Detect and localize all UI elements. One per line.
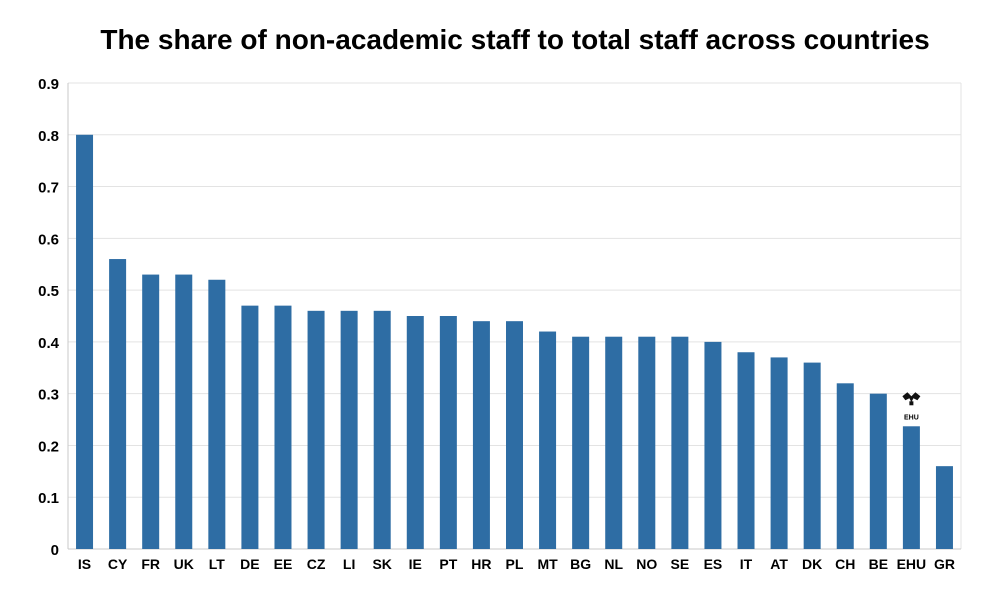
bar-pt [439, 316, 457, 549]
bar-ch [836, 383, 854, 549]
bar-sk [373, 310, 391, 549]
x-tick-label: EHU [897, 556, 927, 572]
y-tick-label: 0.2 [38, 438, 59, 455]
x-tick-label: AT [770, 556, 788, 572]
x-tick-label: EE [274, 556, 293, 572]
y-tick-label: 0.7 [38, 180, 59, 197]
y-tick-label: 0 [51, 542, 59, 559]
x-tick-label: BE [869, 556, 888, 572]
x-tick-label: HR [471, 556, 491, 572]
x-tick-label: ES [704, 556, 723, 572]
y-tick-label: 0.9 [38, 76, 59, 93]
bar-nl [605, 336, 623, 549]
x-tick-label: IS [78, 556, 91, 572]
x-tick-label: LI [343, 556, 355, 572]
x-tick-label: NL [604, 556, 623, 572]
y-tick-label: 0.6 [38, 231, 59, 248]
bar-ee [274, 305, 292, 549]
bar-se [671, 336, 689, 549]
bar-is [76, 134, 94, 549]
ehu-logo-icon [902, 392, 921, 406]
bar-no [638, 336, 656, 549]
y-tick-label: 0.8 [38, 128, 59, 145]
x-tick-label: PL [506, 556, 524, 572]
x-tick-label: SE [671, 556, 690, 572]
bar-cz [307, 310, 325, 549]
bar-gr [935, 466, 953, 549]
bar-bg [572, 336, 590, 549]
x-tick-label: DE [240, 556, 259, 572]
bar-li [340, 310, 358, 549]
bar-it [737, 352, 755, 549]
x-tick-label: UK [174, 556, 194, 572]
bar-es [704, 341, 722, 549]
x-tick-label: BG [570, 556, 591, 572]
x-tick-label: MT [537, 556, 558, 572]
ehu-logo-base [909, 401, 914, 406]
chart-title: The share of non-academic staff to total… [100, 24, 930, 55]
bar-dk [803, 362, 821, 549]
bar-de [241, 305, 259, 549]
y-tick-label: 0.1 [38, 490, 59, 507]
ehu-logo-label: EHU [904, 414, 919, 421]
bar-pl [506, 321, 523, 549]
bar-lt [208, 279, 226, 549]
ehu-logo-shape [902, 392, 921, 403]
y-tick-label: 0.4 [38, 335, 60, 352]
y-tick-label: 0.3 [38, 387, 59, 404]
bar-fr [142, 274, 160, 549]
x-tick-label: CY [108, 556, 128, 572]
bar-ie [406, 316, 424, 549]
x-tick-label: GR [934, 556, 955, 572]
x-tick-label: CZ [307, 556, 326, 572]
bar-mt [539, 331, 557, 549]
bar-cy [109, 259, 127, 549]
bar-hr [472, 321, 490, 549]
bar-ehu [902, 426, 920, 549]
x-tick-label: IE [409, 556, 422, 572]
bar-uk [175, 274, 193, 549]
x-tick-label: PT [439, 556, 457, 572]
x-tick-label: IT [740, 556, 753, 572]
x-tick-label: FR [141, 556, 160, 572]
x-tick-label: SK [372, 556, 391, 572]
y-tick-label: 0.5 [38, 283, 59, 300]
x-tick-label: CH [835, 556, 855, 572]
bar-at [770, 357, 788, 549]
bar-be [869, 393, 887, 549]
x-tick-label: DK [802, 556, 822, 572]
x-tick-label: NO [636, 556, 657, 572]
x-tick-label: LT [209, 556, 226, 572]
